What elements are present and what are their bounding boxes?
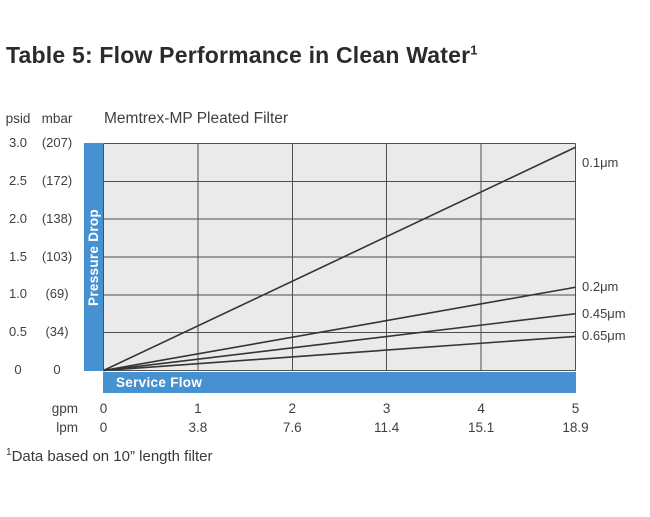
- series-line: [103, 286, 576, 372]
- x-tick-gpm-label: 2: [288, 401, 297, 416]
- y-unit-psid: psid: [5, 111, 31, 126]
- y-tick-psid-label: 2.0: [8, 210, 28, 226]
- y-unit-mbar: mbar: [41, 111, 73, 126]
- service-flow-label: Service Flow: [116, 375, 203, 390]
- x-tick-lpm-label: 3.8: [188, 420, 208, 435]
- y-tick-psid-label: 1.5: [8, 248, 28, 264]
- y-tick-row: 1.0 (69): [2, 285, 82, 303]
- y-tick-row: 3.0 (207): [2, 134, 82, 152]
- x-tick-lpm-label: 11.4: [374, 420, 400, 435]
- y-tick-mbar-label: 0: [53, 362, 61, 377]
- series-label: 0.1μm: [582, 155, 619, 170]
- series-label: 0.45μm: [582, 305, 626, 321]
- y-tick-psid-label: 3.0: [8, 135, 28, 150]
- x-unit-gpm: gpm: [51, 401, 78, 416]
- y-tick-mbar-label: (34): [45, 324, 69, 340]
- x-tick-gpm-label: 1: [194, 401, 202, 416]
- footnote-text: Data based on 10” length filter: [11, 448, 213, 465]
- y-tick-psid-label: 1.0: [8, 286, 28, 302]
- y-tick-psid-label: 0.5: [8, 324, 28, 340]
- plot-area: [103, 143, 576, 372]
- series-label: 0.2μm: [582, 279, 619, 295]
- y-tick-mbar-label: (172): [41, 172, 73, 188]
- y-tick-row: 0.5 (34): [2, 323, 82, 341]
- x-tick-gpm-label: 4: [477, 401, 485, 416]
- x-tick-gpm-label: 0: [99, 401, 108, 416]
- series-line: [103, 335, 576, 372]
- page-title-text: Table 5: Flow Performance in Clean Water: [6, 42, 471, 68]
- page-title-superscript: 1: [470, 42, 478, 58]
- x-tick-lpm-label: 15.1: [467, 420, 495, 435]
- y-tick-row: 1.5 (103): [2, 248, 82, 266]
- chart-title: Memtrex-MP Pleated Filter: [104, 110, 289, 127]
- series-line: [103, 146, 576, 372]
- x-tick-lpm-label: 7.6: [282, 420, 302, 435]
- y-tick-mbar-label: (103): [41, 248, 73, 264]
- x-tick-gpm-label: 3: [382, 401, 391, 416]
- series-label: 0.65μm: [582, 328, 626, 344]
- x-tick-lpm-label: 0: [99, 420, 108, 435]
- y-tick-mbar-label: (69): [45, 286, 69, 302]
- x-unit-lpm: lpm: [56, 420, 78, 435]
- pressure-drop-label: Pressure Drop: [86, 208, 101, 306]
- x-tick-lpm-label: 18.9: [562, 420, 589, 435]
- y-tick-mbar-label: (207): [41, 135, 73, 150]
- series-line: [103, 312, 576, 372]
- page-title: Table 5: Flow Performance in Clean Water…: [6, 42, 478, 69]
- service-flow-axis-bar: Service Flow: [103, 372, 576, 393]
- pressure-drop-axis-bar: Pressure Drop: [84, 143, 103, 371]
- y-tick-psid-label: 2.5: [8, 172, 28, 188]
- y-tick-mbar-label: (138): [41, 210, 73, 226]
- footnote-superscript: 1: [6, 447, 12, 458]
- x-tick-gpm-label: 5: [571, 401, 580, 416]
- y-tick-psid-label: 0: [14, 362, 22, 377]
- footnote: 1Data based on 10” length filter: [6, 447, 213, 465]
- y-tick-row: 2.5 (172): [2, 172, 82, 190]
- y-tick-row: 2.0 (138): [2, 210, 82, 228]
